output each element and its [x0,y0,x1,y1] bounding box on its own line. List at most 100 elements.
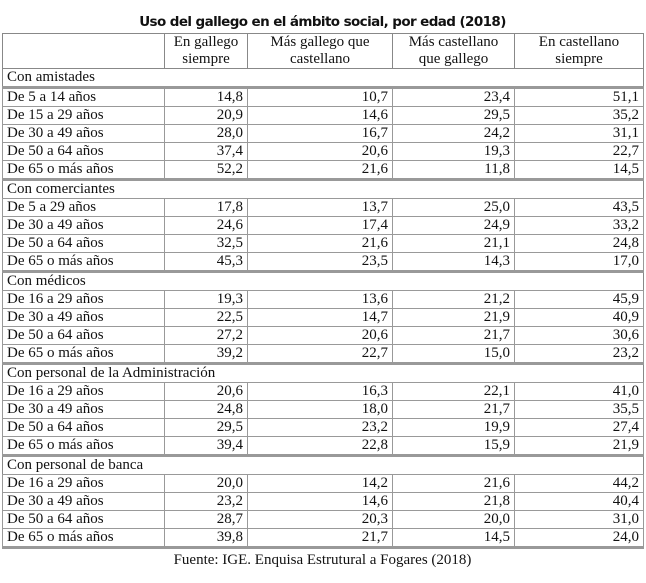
cell-value: 22,8 [247,436,393,457]
row-label: De 50 a 64 años [2,510,165,529]
cell-value: 21,8 [392,492,515,511]
row-label: De 50 a 64 años [2,142,165,161]
row-label: De 30 a 49 años [2,492,165,511]
cell-value: 19,3 [164,290,248,309]
cell-value: 20,3 [247,510,393,529]
cell-value: 21,7 [247,528,393,549]
cell-value: 14,8 [164,87,248,107]
row-label: De 65 o más años [2,344,165,365]
cell-value: 33,2 [514,216,644,235]
cell-value: 35,2 [514,106,644,125]
cell-value: 17,8 [164,198,248,217]
cell-value: 24,8 [514,234,644,253]
table-row: De 30 a 49 años 24,6 17,4 24,9 33,2 [2,216,644,235]
group-header-row: Con comerciantes [2,179,644,199]
row-label: De 65 o más años [2,528,165,549]
row-label: De 16 a 29 años [2,474,165,493]
cell-value: 14,6 [247,106,393,125]
row-label: De 50 a 64 años [2,326,165,345]
document: Uso del gallego en el ámbito social, por… [2,14,644,568]
table-row: De 50 a 64 años 27,2 20,6 21,7 30,6 [2,326,644,345]
cell-value: 24,8 [164,400,248,419]
cell-value: 21,9 [514,436,644,457]
cell-value: 40,9 [514,308,644,327]
table-row: De 65 o más años 52,2 21,6 11,8 14,5 [2,160,644,181]
cell-value: 52,2 [164,160,248,181]
cell-value: 43,5 [514,198,644,217]
data-table: En gallego siempre Más gallego que castel… [2,33,644,549]
table-row: De 65 o más años 39,2 22,7 15,0 23,2 [2,344,644,365]
group-label: Con comerciantes [2,179,644,199]
cell-value: 21,6 [247,234,393,253]
row-label: De 15 a 29 años [2,106,165,125]
cell-value: 28,0 [164,124,248,143]
cell-value: 16,7 [247,124,393,143]
cell-value: 23,4 [392,87,515,107]
table-row: De 5 a 29 años 17,8 13,7 25,0 43,5 [2,198,644,217]
row-label: De 50 a 64 años [2,234,165,253]
row-label: De 5 a 14 años [2,87,165,107]
cell-value: 15,0 [392,344,515,365]
cell-value: 21,6 [392,474,515,493]
cell-value: 45,9 [514,290,644,309]
cell-value: 23,2 [247,418,393,437]
row-label: De 65 o más años [2,436,165,457]
row-label: De 30 a 49 años [2,308,165,327]
cell-value: 21,1 [392,234,515,253]
row-label: De 16 a 29 años [2,382,165,401]
table-row: De 50 a 64 años 29,5 23,2 19,9 27,4 [2,418,644,437]
row-label: De 5 a 29 años [2,198,165,217]
cell-value: 28,7 [164,510,248,529]
cell-value: 14,3 [392,252,515,273]
cell-value: 19,9 [392,418,515,437]
cell-value: 21,9 [392,308,515,327]
cell-value: 20,6 [247,142,393,161]
cell-value: 29,5 [164,418,248,437]
cell-value: 15,9 [392,436,515,457]
cell-value: 35,5 [514,400,644,419]
table-row: De 65 o más años 39,8 21,7 14,5 24,0 [2,528,644,549]
cell-value: 32,5 [164,234,248,253]
cell-value: 27,2 [164,326,248,345]
table-row: De 16 a 29 años 20,0 14,2 21,6 44,2 [2,474,644,493]
table-row: De 30 a 49 años 28,0 16,7 24,2 31,1 [2,124,644,143]
group-label: Con amistades [2,68,644,89]
row-label: De 65 o más años [2,160,165,181]
table-row: De 50 a 64 años 32,5 21,6 21,1 24,8 [2,234,644,253]
cell-value: 13,6 [247,290,393,309]
table-row: De 30 a 49 años 22,5 14,7 21,9 40,9 [2,308,644,327]
cell-value: 44,2 [514,474,644,493]
cell-value: 22,5 [164,308,248,327]
table-row: De 15 a 29 años 20,9 14,6 29,5 35,2 [2,106,644,125]
cell-value: 16,3 [247,382,393,401]
cell-value: 14,5 [514,160,644,181]
cell-value: 22,1 [392,382,515,401]
table-row: De 50 a 64 años 37,4 20,6 19,3 22,7 [2,142,644,161]
cell-value: 14,2 [247,474,393,493]
table-row: De 5 a 14 años 14,8 10,7 23,4 51,1 [2,87,644,107]
cell-value: 24,9 [392,216,515,235]
cell-value: 11,8 [392,160,515,181]
cell-value: 29,5 [392,106,515,125]
cell-value: 39,4 [164,436,248,457]
column-header: En gallego siempre [164,33,248,69]
cell-value: 17,0 [514,252,644,273]
cell-value: 14,7 [247,308,393,327]
cell-value: 31,0 [514,510,644,529]
table-title: Uso del gallego en el ámbito social, por… [139,14,506,30]
cell-value: 37,4 [164,142,248,161]
cell-value: 20,9 [164,106,248,125]
group-label: Con médicos [2,271,644,291]
table-row: De 16 a 29 años 19,3 13,6 21,2 45,9 [2,290,644,309]
cell-value: 25,0 [392,198,515,217]
cell-value: 39,2 [164,344,248,365]
cell-value: 17,4 [247,216,393,235]
cell-value: 21,2 [392,290,515,309]
row-label: De 50 a 64 años [2,418,165,437]
cell-value: 21,7 [392,400,515,419]
cell-value: 31,1 [514,124,644,143]
column-header: En castellano siempre [514,33,644,69]
cell-value: 23,2 [514,344,644,365]
group-header-row: Con personal de banca [2,455,644,475]
group-header-row: Con amistades [2,68,644,89]
